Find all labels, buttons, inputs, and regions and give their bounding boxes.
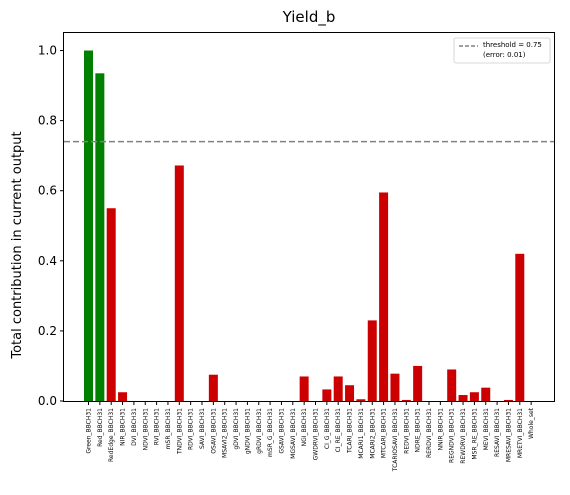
bar-mresavi-bbch31 (503, 399, 513, 401)
x-tick-label: SAVI_BBCH31 (199, 408, 206, 449)
x-tick-label: REDVI_BBCH31 (403, 408, 410, 454)
bar-msr-re-bbch31 (469, 392, 479, 401)
y-tick-label: 0.0 (38, 394, 57, 408)
bar-ci-re-bbch31 (333, 376, 343, 401)
bar-rewdrvi-bbch31 (458, 395, 468, 401)
legend-box (453, 37, 551, 64)
x-tick-label: NDRE_BBCH31 (415, 408, 422, 453)
bar-ngi-bbch31 (299, 376, 309, 401)
bar-mretvi-bbch31 (515, 253, 525, 401)
x-axis: Green_BBCH31 Red_BBCH31 RedEdge_BBCH31 NIR_… (86, 401, 535, 472)
x-tick-label: mSR_BBCH31 (165, 408, 172, 449)
legend-threshold-label: threshold = 0.75 (483, 41, 542, 49)
legend: threshold = 0.75 (error: 0.01) (453, 37, 551, 64)
x-tick-label: TNDVI_BBCH31 (176, 408, 183, 455)
x-tick-label: gRDVI_BBCH31 (256, 408, 263, 454)
x-tick-label: OSAVI_BBCH31 (210, 408, 217, 454)
x-tick-label: Green_BBCH31 (86, 408, 93, 454)
chart-title: Yield_b (282, 8, 336, 27)
x-tick-label: DVI_BBCH31 (131, 408, 138, 446)
bar-mtcari-bbch31 (379, 192, 389, 401)
x-tick-label: MCARI2_BBCH31 (369, 408, 376, 459)
bar-red-bbch31 (95, 73, 105, 402)
y-tick-label: 1.0 (38, 44, 57, 58)
bar-redvi-bbch31 (401, 399, 411, 401)
y-axis-label: Total contribution in current output (10, 131, 25, 359)
bars-group (84, 50, 525, 402)
x-tick-label: MRETVI_BBCH31 (517, 408, 524, 458)
x-tick-label: gDVI_BBCH31 (233, 408, 240, 450)
x-tick-label: NIR_BBCH31 (120, 408, 127, 446)
x-tick-label: MSAVI2_BBCH31 (222, 408, 229, 458)
x-tick-label: NDVI_BBCH31 (142, 408, 149, 451)
x-tick-label: MTCARI_BBCH31 (381, 408, 388, 458)
x-tick-label: Red_BBCH31 (97, 408, 104, 447)
x-tick-label: RedEdge_BBCH31 (108, 408, 115, 462)
x-tick-label: MGSAVI_BBCH31 (290, 408, 297, 459)
bar-mcari2-bbch31 (367, 320, 377, 401)
bar-tndvi-bbch31 (174, 165, 184, 401)
x-tick-label: Whole_set (528, 407, 535, 439)
bar-nir-bbch31 (118, 392, 128, 401)
legend-error-label: (error: 0.01) (483, 51, 526, 59)
x-tick-label: TCARI_BBCH31 (347, 408, 354, 454)
x-tick-label: MSR_RE_BBCH31 (471, 408, 478, 460)
plot-frame (63, 32, 555, 402)
x-tick-label: MCARI1_BBCH31 (358, 408, 365, 459)
bar-mevi-bbch31 (481, 387, 491, 401)
bar-mcari1-bbch31 (356, 399, 366, 401)
x-tick-label: mSR_G_BBCH31 (267, 408, 274, 457)
x-tick-label: MEVI_BBCH31 (483, 408, 490, 450)
bar-tcari-bbch31 (345, 385, 355, 401)
bar-ci-g-bbch31 (322, 389, 332, 401)
x-tick-label: GSAVI_BBCH31 (278, 408, 285, 454)
x-tick-label: TCARIOSAVI_BBCH31 (392, 408, 399, 472)
x-tick-label: REWDRVI_BBCH31 (460, 408, 467, 464)
x-tick-label: MRESAVI_BBCH31 (505, 408, 512, 462)
x-tick-label: NNIR_BBCH31 (437, 408, 444, 451)
y-tick-label: 0.6 (38, 184, 57, 198)
y-tick-label: 0.4 (38, 254, 57, 268)
y-axis: 0.0 0.2 0.4 0.6 0.8 1.0 (38, 44, 64, 408)
bar-green-bbch31 (84, 50, 93, 402)
bar-rededge-bbch31 (106, 208, 116, 401)
y-tick-label: 0.2 (38, 324, 57, 338)
x-tick-label: RESAVI_BBCH31 (494, 408, 501, 457)
x-tick-label: RERDVI_BBCH31 (426, 408, 433, 458)
bar-osavi-bbch31 (208, 374, 218, 401)
x-tick-label: gNDVI_BBCH31 (244, 408, 251, 454)
x-tick-label: NGI_BBCH31 (301, 408, 308, 447)
x-tick-label: REGNDVI_BBCH31 (449, 408, 456, 463)
x-tick-label: GWDRVI_BBCH31 (313, 408, 320, 461)
x-tick-label: RVI_BBCH31 (154, 408, 161, 445)
x-tick-label: CI_RE_BBCH31 (335, 408, 342, 453)
bar-ndre-bbch31 (413, 365, 423, 401)
x-tick-label: CI_G_BBCH31 (324, 408, 331, 449)
bar-regndvi-bbch31 (447, 369, 457, 401)
x-tick-label: RDVI_BBCH31 (188, 408, 195, 450)
y-tick-label: 0.8 (38, 114, 57, 128)
bar-tcariosavi-bbch31 (390, 373, 400, 401)
